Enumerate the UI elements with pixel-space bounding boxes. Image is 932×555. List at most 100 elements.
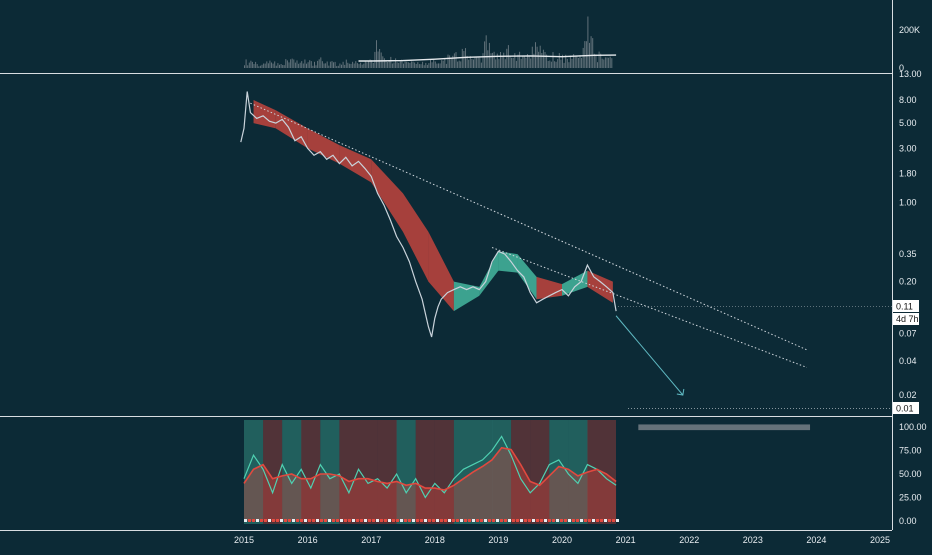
oscillator-dot <box>280 519 283 522</box>
volume-bar <box>560 59 562 68</box>
oscillator-dot <box>560 519 563 522</box>
volume-bar <box>549 60 551 68</box>
volume-bar <box>525 57 527 68</box>
oscillator-dot <box>604 519 607 522</box>
oscillator-signal-line <box>243 446 617 491</box>
oscillator-background-band <box>511 420 531 524</box>
volume-bar <box>555 61 557 68</box>
volume-bar <box>410 61 412 68</box>
oscillator-dot <box>508 519 511 522</box>
volume-bar <box>609 56 611 68</box>
oscillator-dot <box>576 519 579 522</box>
oscillator-dot <box>340 519 343 522</box>
volume-bar <box>563 62 565 68</box>
volume-bar <box>584 41 586 68</box>
volume-bar <box>460 61 462 68</box>
volume-bar <box>312 65 314 68</box>
volume-bar <box>358 64 360 68</box>
volume-bar <box>244 65 245 68</box>
volume-bar <box>503 52 505 68</box>
volume-bar <box>259 65 261 68</box>
volume-bar <box>286 60 288 68</box>
volume-bar <box>363 63 365 68</box>
price-tick-label: 1.80 <box>899 168 917 178</box>
volume-bar <box>399 61 401 68</box>
oscillator-dot <box>572 519 575 522</box>
volume-bar <box>512 57 514 68</box>
oscillator-dot <box>416 519 419 522</box>
volume-bar <box>436 63 438 68</box>
volume-bar <box>282 65 284 68</box>
price-tick-label: 8.00 <box>899 95 917 105</box>
oscillator-dot <box>356 519 359 522</box>
volume-bar <box>277 63 279 68</box>
oscillator-dot <box>484 519 487 522</box>
volume-bar <box>504 59 506 68</box>
volume-bar <box>423 65 425 68</box>
volume-bar <box>317 60 319 68</box>
volume-bar <box>288 62 290 68</box>
volume-bar <box>527 54 528 68</box>
oscillator-dot <box>248 519 251 522</box>
oscillator-dot <box>376 519 379 522</box>
volume-bar <box>458 60 460 68</box>
volume-bar <box>414 62 416 68</box>
volume-bar <box>593 53 595 68</box>
cloud-segment <box>275 110 308 149</box>
volume-bar <box>579 55 581 68</box>
volume-bar <box>571 58 573 68</box>
volume-bar <box>550 61 552 68</box>
time-tick-label: 2018 <box>425 535 445 545</box>
volume-bar <box>353 63 355 68</box>
volume-bar <box>434 61 436 68</box>
oscillator-dot <box>256 519 259 522</box>
volume-bar <box>344 64 346 68</box>
volume-bar <box>438 63 439 68</box>
cloud-segment <box>536 276 562 300</box>
volume-bar <box>283 65 285 68</box>
volume-bar <box>309 60 311 68</box>
volume-bar <box>379 49 381 68</box>
cloud-segment <box>498 251 518 273</box>
oscillator-dot <box>452 519 455 522</box>
oscillator-tick-label: 100.00 <box>899 422 927 432</box>
cloud-segment <box>562 270 588 296</box>
oscillator-dot <box>548 519 551 522</box>
volume-bar <box>444 59 446 68</box>
volume-bar <box>251 61 253 68</box>
volume-bar <box>255 61 257 68</box>
volume-bar <box>307 62 309 68</box>
cloud-segment <box>517 254 537 300</box>
oscillator-dot <box>260 519 263 522</box>
volume-bar <box>439 63 441 68</box>
oscillator-dot <box>348 519 351 522</box>
volume-bar <box>574 56 576 68</box>
volume-bar <box>348 63 350 68</box>
oscillator-dot <box>408 519 411 522</box>
volume-bar <box>347 62 349 68</box>
cloud-segment <box>307 128 340 164</box>
volume-bar <box>366 62 368 68</box>
volume-bar <box>382 56 384 68</box>
time-tick-label: 2025 <box>870 535 890 545</box>
volume-bar <box>304 59 306 68</box>
oscillator-dot <box>580 519 583 522</box>
oscillator-background-band <box>263 420 283 524</box>
oscillator-dot <box>364 519 367 522</box>
volume-bar <box>407 62 409 68</box>
target-price-badge <box>893 402 919 414</box>
volume-bar <box>547 61 549 68</box>
oscillator-dot <box>536 519 539 522</box>
volume-bar <box>514 53 516 68</box>
volume-bar <box>542 49 544 68</box>
volume-bar <box>341 64 342 68</box>
volume-bar <box>321 61 323 68</box>
volume-bar <box>533 53 535 68</box>
volume-bar <box>299 62 301 68</box>
volume-bar <box>520 58 522 68</box>
volume-bar <box>484 41 486 68</box>
volume-bar <box>331 61 333 68</box>
volume-bar <box>490 53 492 68</box>
